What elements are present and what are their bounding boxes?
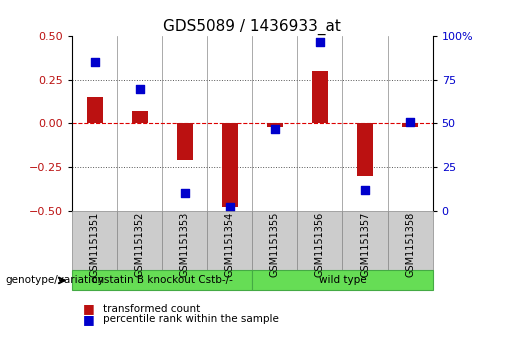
- Text: GSM1151351: GSM1151351: [90, 212, 99, 277]
- Text: GSM1151352: GSM1151352: [135, 211, 145, 277]
- Point: [316, 38, 324, 44]
- Point: [91, 60, 99, 65]
- Bar: [132, 111, 148, 123]
- Text: ■: ■: [82, 302, 94, 315]
- Bar: [222, 123, 238, 207]
- Bar: [312, 71, 328, 123]
- Point: [135, 86, 144, 91]
- Bar: [177, 123, 193, 160]
- Point: [271, 126, 279, 131]
- Text: GSM1151356: GSM1151356: [315, 212, 325, 277]
- Bar: [402, 123, 418, 127]
- Point: [406, 119, 414, 125]
- Text: cystatin B knockout Cstb-/-: cystatin B knockout Cstb-/-: [92, 276, 233, 285]
- Bar: [357, 123, 373, 176]
- Text: wild type: wild type: [319, 276, 366, 285]
- Text: genotype/variation: genotype/variation: [5, 276, 104, 285]
- Text: GSM1151353: GSM1151353: [180, 212, 190, 277]
- Text: transformed count: transformed count: [103, 303, 200, 314]
- Text: percentile rank within the sample: percentile rank within the sample: [103, 314, 279, 325]
- Text: ■: ■: [82, 313, 94, 326]
- Text: GSM1151354: GSM1151354: [225, 212, 235, 277]
- Point: [181, 190, 189, 196]
- Text: GSM1151355: GSM1151355: [270, 211, 280, 277]
- Title: GDS5089 / 1436933_at: GDS5089 / 1436933_at: [163, 19, 341, 35]
- Text: GSM1151357: GSM1151357: [360, 211, 370, 277]
- Point: [361, 187, 369, 192]
- Bar: [267, 123, 283, 127]
- Point: [226, 204, 234, 210]
- Bar: [87, 97, 102, 123]
- Text: GSM1151358: GSM1151358: [405, 212, 415, 277]
